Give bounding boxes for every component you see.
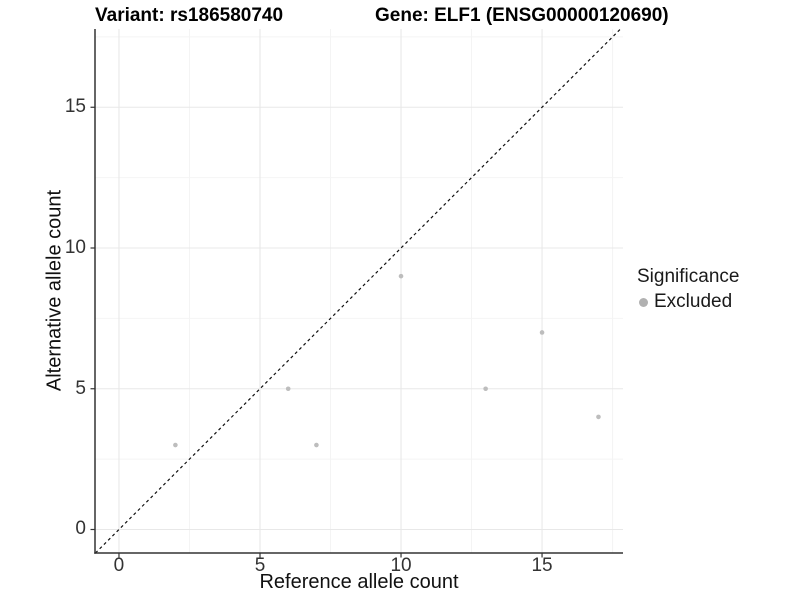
data-point [173, 442, 178, 448]
y-tick-label: 10 [64, 237, 86, 258]
x-tick-label: 15 [531, 555, 553, 576]
variant-title: Variant: rs186580740 [95, 5, 284, 26]
data-point [314, 442, 319, 448]
identity-reference-line [94, 28, 621, 554]
y-tick-label: 15 [64, 96, 86, 118]
x-tick-label: 5 [254, 555, 266, 576]
gene-title: Gene: ELF1 (ENSG00000120690) [375, 5, 669, 26]
x-tick-label: 10 [390, 555, 412, 576]
x-tick-label: 0 [113, 555, 125, 576]
legend: Significance Excluded [637, 266, 739, 313]
y-tick-label: 5 [75, 377, 86, 399]
legend-item-excluded: Excluded [639, 291, 739, 313]
data-point [596, 414, 601, 420]
y-tick-label: 0 [75, 518, 86, 540]
data-point [539, 330, 545, 335]
data-point [398, 273, 404, 279]
data-point [483, 386, 488, 392]
legend-title: Significance [637, 266, 740, 287]
x-axis-title: Reference allele count [259, 571, 459, 593]
data-point [285, 386, 291, 392]
excluded-point-icon [639, 297, 648, 307]
legend-item-label: Excluded [654, 291, 733, 312]
